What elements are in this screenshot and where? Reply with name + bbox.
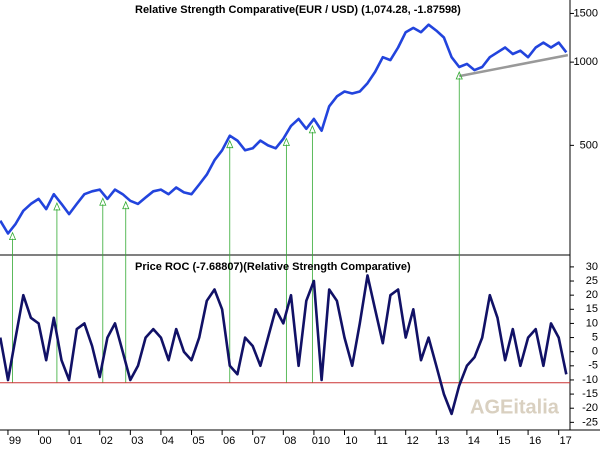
y-tick-label: 5 [592, 331, 598, 343]
x-tick-label: 08 [284, 435, 296, 447]
x-tick-label: 10 [345, 435, 357, 447]
watermark: AGEitalia [470, 396, 560, 418]
data-line [0, 23, 568, 235]
x-tick-label: 14 [468, 435, 480, 447]
y-tick-label: 25 [586, 275, 598, 287]
x-tick-label: 15 [498, 435, 510, 447]
data-line [0, 274, 568, 416]
y-tick-label: -5 [588, 360, 598, 372]
signal-arrow [122, 200, 130, 210]
x-tick-label: 010 [312, 435, 330, 447]
x-tick-label: 07 [254, 435, 266, 447]
y-tick-label: -20 [582, 402, 598, 414]
x-tick-label: 06 [223, 435, 235, 447]
signal-arrow [226, 139, 234, 149]
y-tick-label: 15 [586, 303, 598, 315]
y-tick-label: -15 [582, 388, 598, 400]
signal-arrow [99, 197, 107, 206]
x-tick-label: 03 [131, 435, 143, 447]
y-tick-label: 1000 [574, 56, 598, 68]
y-tick-label: 1500 [574, 7, 598, 19]
signal-arrow [282, 137, 290, 146]
trendline [459, 53, 569, 78]
x-tick-label: 16 [529, 435, 541, 447]
y-tick-label: 10 [586, 317, 598, 329]
chart-title: Price ROC (-7.68807)(Relative Strength C… [135, 261, 411, 273]
y-tick-label: 20 [586, 289, 598, 301]
x-tick-label: 99 [9, 435, 21, 447]
x-tick-label: 17 [560, 435, 572, 447]
x-tick-label: 12 [407, 435, 419, 447]
x-tick-label: 05 [192, 435, 204, 447]
y-tick-label: 30 [586, 261, 598, 273]
signal-arrow [8, 231, 17, 241]
x-tick-label: 11 [376, 435, 387, 447]
x-tick-label: 13 [437, 435, 449, 447]
signal-arrow [53, 201, 61, 211]
signal-arrow [308, 124, 316, 134]
x-tick-label: 02 [101, 435, 113, 447]
y-tick-label: 500 [580, 139, 598, 151]
x-tick-label: 04 [162, 435, 174, 447]
x-tick-label: 01 [70, 435, 82, 447]
y-tick-label: -10 [582, 374, 598, 386]
y-tick-label: -25 [582, 416, 598, 428]
y-tick-label: 0 [592, 346, 598, 358]
signal-arrow [455, 71, 463, 80]
x-tick-label: 00 [39, 435, 51, 447]
chart-title: Relative Strength Comparative(EUR / USD)… [135, 4, 461, 16]
